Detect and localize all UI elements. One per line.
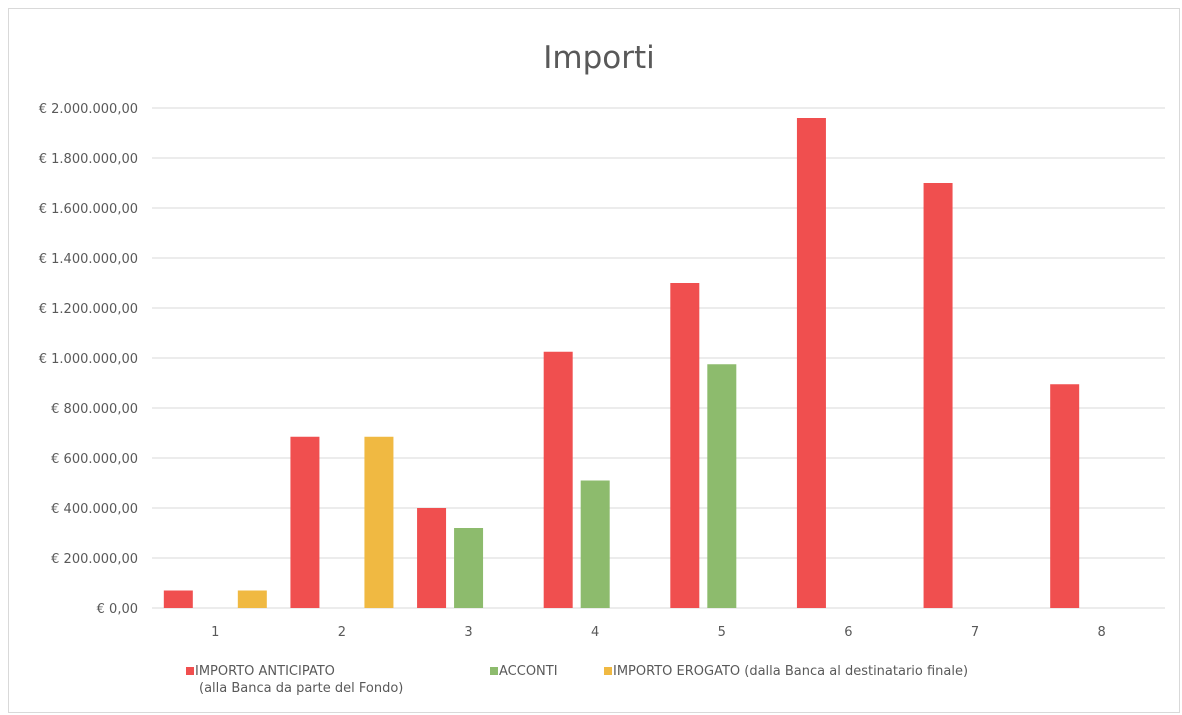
x-tick-label: 4: [591, 625, 599, 640]
y-tick-label: € 1.600.000,00: [39, 202, 138, 217]
legend-swatch-acconti: [490, 667, 498, 675]
bar: [670, 283, 700, 608]
bar: [163, 590, 193, 608]
y-axis-tick-labels: € 0,00 € 200.000,00 € 400.000,00 € 600.000,…: [39, 102, 138, 617]
x-tick-label: 1: [211, 625, 219, 640]
y-tick-label: € 1.800.000,00: [39, 152, 138, 167]
y-tick-label: € 400.000,00: [51, 502, 138, 517]
x-tick-label: 8: [1098, 625, 1106, 640]
gridlines: [152, 107, 1165, 609]
bar: [1050, 384, 1080, 608]
bar: [707, 364, 737, 608]
x-tick-label: 2: [338, 625, 346, 640]
x-tick-label: 6: [844, 625, 852, 640]
y-tick-label: € 1.200.000,00: [39, 302, 138, 317]
x-tick-label: 5: [718, 625, 726, 640]
y-tick-label: € 800.000,00: [51, 402, 138, 417]
bar: [796, 118, 826, 608]
bar: [543, 351, 573, 608]
y-tick-label: € 600.000,00: [51, 452, 138, 467]
legend-label-importo-anticipato-line2: (alla Banca da parte del Fondo): [199, 681, 404, 696]
chart-title: Importi: [543, 40, 655, 76]
legend-swatch-importo-erogato: [604, 667, 612, 675]
bar: [580, 480, 610, 608]
bar: [454, 528, 484, 608]
bar: [290, 436, 320, 608]
bar: [237, 590, 267, 608]
legend-swatch-importo-anticipato: [186, 667, 194, 675]
x-tick-label: 7: [971, 625, 979, 640]
bars: [163, 118, 1080, 608]
legend-label-acconti: ACCONTI: [499, 664, 558, 679]
x-axis-tick-labels: 1 2 3 4 5 6 7 8: [211, 625, 1106, 640]
bar: [417, 508, 447, 608]
legend-label-importo-anticipato-line1: IMPORTO ANTICIPATO: [195, 664, 335, 679]
y-tick-label: € 0,00: [97, 602, 138, 617]
bar: [923, 183, 953, 608]
x-tick-label: 3: [464, 625, 472, 640]
y-tick-label: € 1.000.000,00: [39, 352, 138, 367]
y-tick-label: € 200.000,00: [51, 552, 138, 567]
y-tick-label: € 1.400.000,00: [39, 252, 138, 267]
y-tick-label: € 2.000.000,00: [39, 102, 138, 117]
bar: [364, 436, 394, 608]
legend-label-importo-erogato: IMPORTO EROGATO (dalla Banca al destinat…: [613, 664, 969, 679]
